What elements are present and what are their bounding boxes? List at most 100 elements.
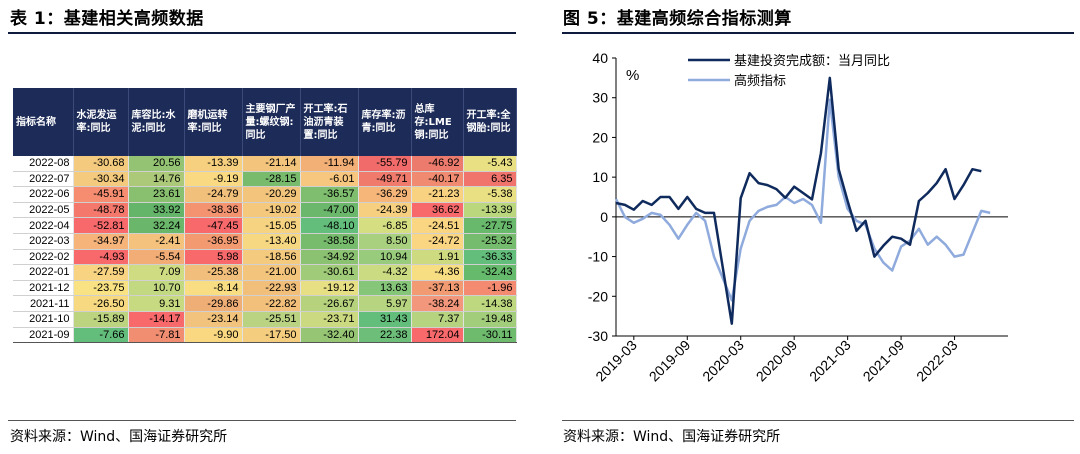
- table-cell: -34.92: [300, 249, 359, 266]
- legend-label: 高频指标: [734, 73, 786, 89]
- table-row: 2022-07 -30.34 14.76 -9.19 -28.15 -6.01 -49.71…: [13, 171, 517, 188]
- table-cell: -25.32: [463, 233, 517, 250]
- x-tick-label: 2020-09: [753, 337, 801, 385]
- column-header: 库存率:沥青:同比: [358, 88, 412, 156]
- row-date: 2021-09: [13, 327, 74, 344]
- table-cell: -30.34: [73, 171, 129, 188]
- title-rule-left: [8, 32, 516, 34]
- table-cell: -19.48: [463, 311, 517, 328]
- table-row: 2022-03 -34.97 -2.41 -36.95 -13.40 -38.58 8.50…: [13, 233, 517, 250]
- table-cell: -24.39: [358, 202, 412, 219]
- row-date: 2022-06: [13, 186, 74, 203]
- table-row: 2022-05 -48.78 33.92 -38.36 -19.02 -47.00 -24.…: [13, 202, 517, 219]
- y-tick-label: 30: [592, 90, 608, 106]
- table-cell: -21.14: [242, 156, 301, 172]
- table-cell: 1.91: [411, 249, 464, 266]
- x-tick-label: 2019-09: [646, 337, 694, 385]
- column-header: 开工率:石油沥青装置:同比: [300, 88, 359, 156]
- table-cell: -5.38: [463, 186, 517, 203]
- table-cell: -46.92: [411, 156, 464, 172]
- chart-title: 图 5：基建高频综合指标测算: [563, 9, 792, 29]
- table-cell: -52.81: [73, 217, 129, 234]
- header-indicator-name: 指标名称: [13, 88, 74, 156]
- table-cell: -20.29: [242, 186, 301, 203]
- table-cell: -17.50: [242, 327, 301, 344]
- table-cell: 13.63: [358, 280, 412, 297]
- source-rule-right: [562, 420, 1074, 421]
- table-cell: -23.75: [73, 280, 129, 297]
- x-tick-label: 2021-09: [860, 337, 908, 385]
- table-cell: -30.11: [463, 327, 517, 344]
- table-cell: -40.17: [411, 171, 464, 188]
- table-row: 2022-08 -30.68 20.56 -13.39 -21.14 -11.94 -55.…: [13, 156, 517, 172]
- table-cell: -47.45: [184, 217, 243, 234]
- table-cell: -37.13: [411, 280, 464, 297]
- table-cell: 8.50: [358, 233, 412, 250]
- row-date: 2022-05: [13, 202, 74, 219]
- table-cell: -4.93: [73, 249, 129, 266]
- y-tick-label: -10: [588, 249, 608, 265]
- table-cell: -23.71: [300, 311, 359, 328]
- table-cell: -36.57: [300, 186, 359, 203]
- table-cell: -36.29: [358, 186, 412, 203]
- table-cell: -38.58: [300, 233, 359, 250]
- table-cell: -15.89: [73, 311, 129, 328]
- table-cell: 10.94: [358, 249, 412, 266]
- table-body: 2022-08 -30.68 20.56 -13.39 -21.14 -11.94 -55.…: [13, 156, 517, 344]
- table-cell: 5.97: [358, 295, 412, 312]
- table-cell: -47.00: [300, 202, 359, 219]
- y-tick-label: 40: [592, 50, 608, 66]
- table-cell: -48.10: [300, 217, 359, 234]
- row-date: 2021-12: [13, 280, 74, 297]
- table-cell: -19.12: [300, 280, 359, 297]
- table-cell: -21.23: [411, 186, 464, 203]
- table-row: 2021-09 -7.66 -7.81 -9.90 -17.50 -32.40 22.38 1…: [13, 327, 517, 344]
- table-cell: -25.38: [184, 264, 243, 281]
- table-cell: -4.36: [411, 264, 464, 281]
- table-cell: -30.68: [73, 156, 129, 172]
- table-cell: -21.00: [242, 264, 301, 281]
- row-date: 2022-03: [13, 233, 74, 250]
- table-cell: -15.05: [242, 217, 301, 234]
- high-frequency-data-table: 指标名称 水泥发运率:同比 库容比:水泥:同比 磨机运转率:同比 主要钢厂产量:螺纹钢:…: [13, 88, 517, 344]
- table-cell: 172.04: [411, 327, 464, 344]
- y-tick-label: 10: [592, 169, 608, 185]
- x-tick-label: 2020-03: [699, 337, 747, 385]
- table-cell: -13.39: [463, 202, 517, 219]
- table-cell: -24.79: [184, 186, 243, 203]
- source-note-right: 资料来源：Wind、国海证券研究所: [563, 429, 781, 445]
- table-cell: 7.37: [411, 311, 464, 328]
- table-cell: -5.54: [128, 249, 185, 266]
- table-cell: 22.38: [358, 327, 412, 344]
- table-row: 2022-06 -45.91 23.61 -24.79 -20.29 -36.57 -36.…: [13, 186, 517, 203]
- table-cell: -4.32: [358, 264, 412, 281]
- row-date: 2022-02: [13, 249, 74, 266]
- table-row: 2021-11 -26.50 9.31 -29.86 -22.82 -26.67 5.97-…: [13, 295, 517, 312]
- title-rule-right: [562, 32, 1074, 34]
- table-cell: -7.81: [128, 327, 185, 344]
- table-cell: -2.41: [128, 233, 185, 250]
- table-cell: 10.70: [128, 280, 185, 297]
- table-row: 2022-04 -52.81 32.24 -47.45 -15.05 -48.10 -6.8…: [13, 217, 517, 234]
- table-cell: -27.75: [463, 217, 517, 234]
- table-cell: -30.61: [300, 264, 359, 281]
- column-header: 库容比:水泥:同比: [128, 88, 185, 156]
- table-cell: -14.17: [128, 311, 185, 328]
- table-cell: -26.67: [300, 295, 359, 312]
- table-cell: -26.50: [73, 295, 129, 312]
- table-cell: 6.35: [463, 171, 517, 188]
- source-rule-left: [8, 420, 516, 421]
- table-cell: -29.86: [184, 295, 243, 312]
- column-header: 磨机运转率:同比: [184, 88, 243, 156]
- table-cell: 32.24: [128, 217, 185, 234]
- table-row: 2021-10 -15.89 -14.17 -23.14 -25.51 -23.71 31.…: [13, 311, 517, 328]
- table-cell: 14.76: [128, 171, 185, 188]
- column-header: 主要钢厂产量:螺纹钢:同比: [242, 88, 301, 156]
- table-cell: -11.94: [300, 156, 359, 172]
- row-date: 2022-01: [13, 264, 74, 281]
- table-row: 2022-02 -4.93 -5.54 5.98 -18.56 -34.92 10.94 1.…: [13, 249, 517, 266]
- unit-label: %: [626, 67, 639, 84]
- table-cell: -24.51: [411, 217, 464, 234]
- table-cell: -7.66: [73, 327, 129, 344]
- table-row: 2022-01 -27.59 7.09 -25.38 -21.00 -30.61 -4.32…: [13, 264, 517, 281]
